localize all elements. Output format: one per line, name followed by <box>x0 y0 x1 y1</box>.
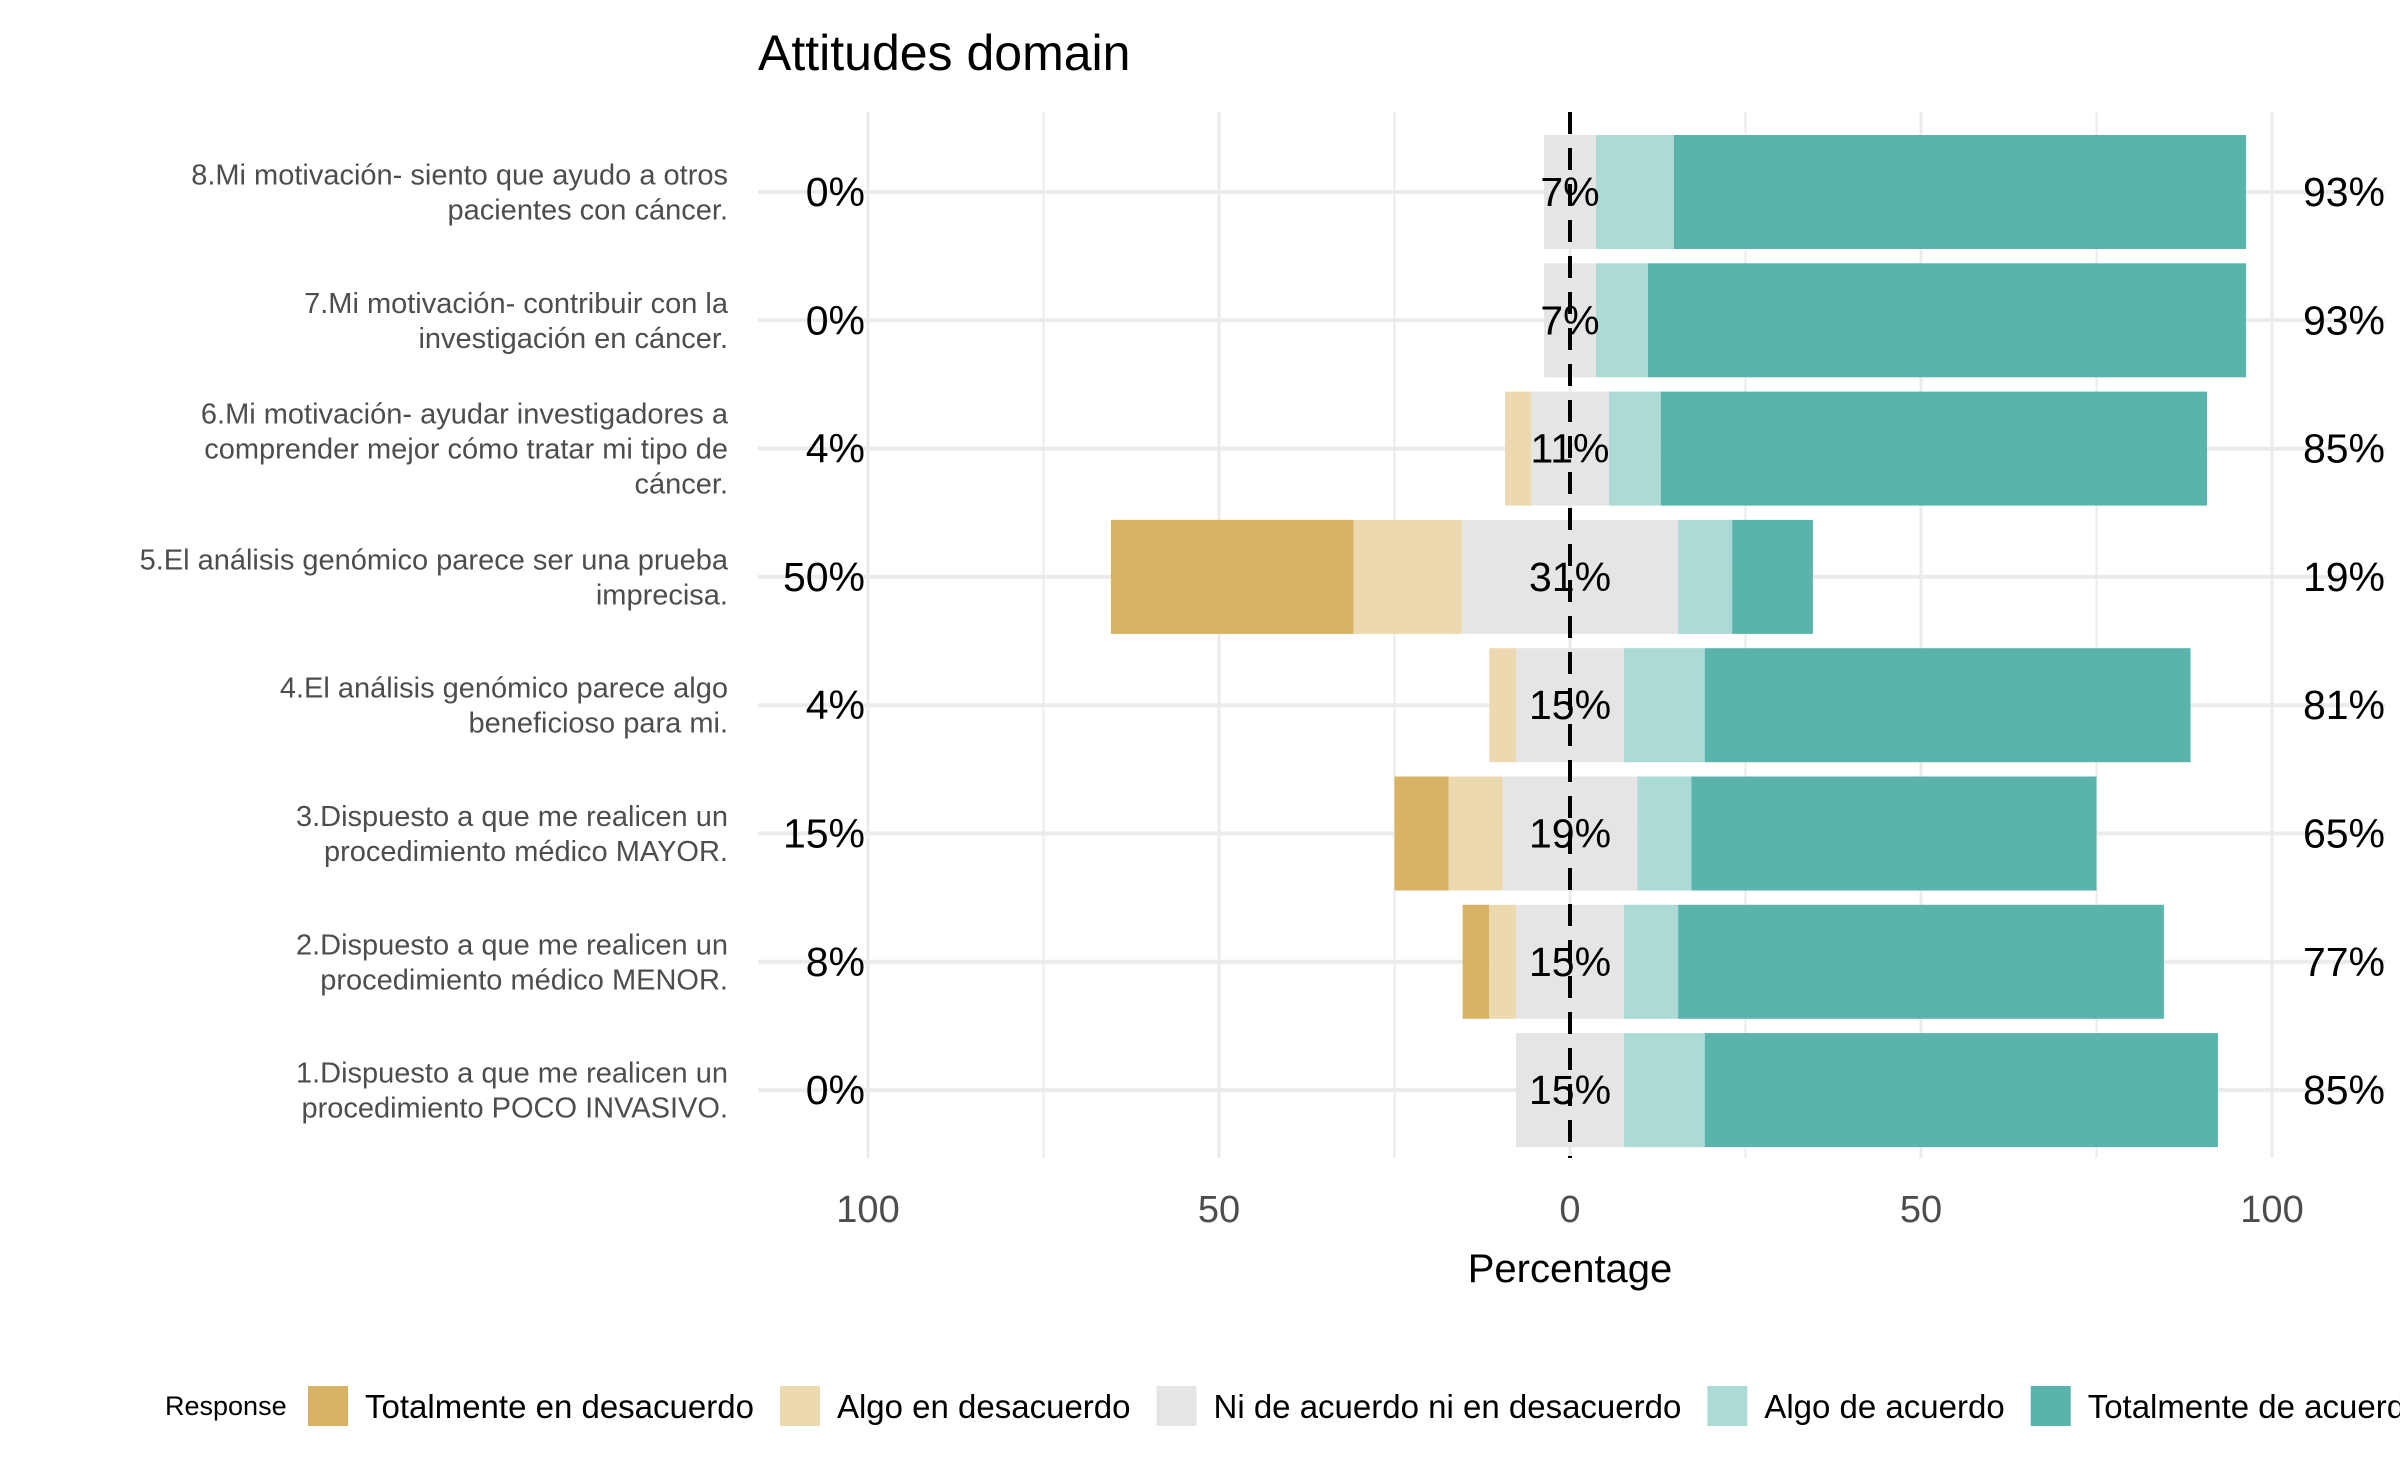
bar-segment-3-5 <box>1660 391 2208 506</box>
category-label-line: 7.Mi motivación- contribuir con la <box>304 288 729 320</box>
bar-segment-2-4 <box>1595 263 1648 378</box>
category-label-line: pacientes con cáncer. <box>447 195 728 227</box>
category-label: 2.Dispuesto a que me realicen un procedim… <box>296 929 728 996</box>
left-percent-label: 0% <box>806 1067 865 1113</box>
left-percent-label: 8% <box>806 939 865 985</box>
legend-title: Response <box>165 1391 287 1421</box>
category-label-line: 4.El análisis genómico parece algo <box>280 673 728 705</box>
category-label-line: procedimiento médico MENOR. <box>320 964 728 996</box>
bar-segment-1-5 <box>1673 135 2247 249</box>
legend-label: Algo de acuerdo <box>1764 1388 2004 1425</box>
category-label: 8.Mi motivación- siento que ayudo a otro… <box>191 160 728 227</box>
right-percent-label: 77% <box>2303 939 2385 985</box>
left-percent-label: 4% <box>806 426 865 472</box>
category-label-line: procedimiento POCO INVASIVO. <box>301 1093 728 1125</box>
bar-segment-6-2 <box>1448 776 1503 891</box>
bar-segment-4-5 <box>1732 519 1813 634</box>
center-percent-label: 15% <box>1529 939 1611 985</box>
left-percent-label: 50% <box>783 554 865 600</box>
center-percent-label: 15% <box>1529 682 1611 728</box>
center-percent-label: 19% <box>1529 811 1611 857</box>
bar-segment-4-2 <box>1353 519 1462 634</box>
legend-swatch <box>1707 1386 1748 1426</box>
legend-swatch <box>2030 1386 2071 1426</box>
bar-segment-5-4 <box>1624 648 1705 763</box>
category-label-line: 5.El análisis genómico parece ser una pr… <box>140 544 729 576</box>
category-label-line: 1.Dispuesto a que me realicen un <box>296 1058 728 1090</box>
legend-label: Totalmente de acuerdo <box>2088 1388 2400 1425</box>
right-percent-label: 19% <box>2303 554 2385 600</box>
category-label-line: investigación en cáncer. <box>418 323 728 355</box>
bar-segment-3-4 <box>1608 391 1661 506</box>
right-percent-label: 93% <box>2303 297 2385 343</box>
center-percent-label: 15% <box>1529 1067 1611 1113</box>
percent-labels: 0% 7% 93% 0% 7% 93% 4% 11% 85% 50% 31% 19% 4% 15% 81% 1… <box>783 169 2385 1113</box>
bar-segment-8-4 <box>1624 1033 1705 1148</box>
x-tick-label: 50 <box>1198 1189 1240 1231</box>
category-label-line: 2.Dispuesto a que me realicen un <box>296 929 728 961</box>
bar-segment-8-5 <box>1704 1033 2218 1148</box>
legend-label: Ni de acuerdo ni en desacuerdo <box>1214 1388 1682 1425</box>
bar-segment-7-5 <box>1678 904 2164 1019</box>
x-tick-label: 100 <box>2240 1189 2303 1231</box>
bar-segment-4-4 <box>1678 519 1733 634</box>
legend-swatch <box>779 1386 820 1426</box>
x-tick-label: 0 <box>1559 1189 1580 1231</box>
bar-segment-7-4 <box>1624 904 1679 1019</box>
category-label-line: 3.Dispuesto a que me realicen un <box>296 801 728 833</box>
category-label-line: imprecisa. <box>596 579 728 611</box>
category-label: 3.Dispuesto a que me realicen un procedim… <box>296 801 728 868</box>
category-label-line: 8.Mi motivación- siento que ayudo a otro… <box>191 160 728 192</box>
bar-segment-4-1 <box>1110 519 1354 634</box>
legend: Response Totalmente en desacuerdo Algo en … <box>165 1386 2400 1426</box>
x-tick-label: 100 <box>836 1189 899 1231</box>
bar-segment-2-5 <box>1647 263 2247 378</box>
legend-swatch <box>308 1386 348 1426</box>
bar-segment-6-5 <box>1691 776 2097 891</box>
right-percent-label: 85% <box>2303 1067 2385 1113</box>
legend-swatch <box>1156 1386 1197 1426</box>
category-label-line: cáncer. <box>635 469 729 501</box>
x-axis-title: Percentage <box>1468 1247 1673 1291</box>
left-percent-label: 0% <box>806 297 865 343</box>
category-label: 5.El análisis genómico parece ser una pr… <box>140 544 729 611</box>
right-percent-label: 81% <box>2303 682 2385 728</box>
bar-segment-7-2 <box>1489 904 1516 1019</box>
category-label: 1.Dispuesto a que me realicen un procedim… <box>296 1058 728 1125</box>
category-label: 4.El análisis genómico parece algo benefi… <box>280 673 728 740</box>
chart-title: Attitudes domain <box>758 25 1130 81</box>
bar-segment-6-4 <box>1637 776 1692 891</box>
right-percent-label: 93% <box>2303 169 2385 215</box>
right-percent-label: 65% <box>2303 811 2385 857</box>
bar-segment-4-3 <box>1461 519 1679 634</box>
center-percent-label: 11% <box>1530 426 1609 472</box>
bar-segment-7-1 <box>1462 904 1490 1019</box>
right-percent-label: 85% <box>2303 426 2385 472</box>
category-label: 7.Mi motivación- contribuir con la invest… <box>304 288 729 355</box>
bar-segment-3-2 <box>1505 391 1532 506</box>
x-tick-label: 50 <box>1900 1189 1942 1231</box>
bar-segment-6-1 <box>1394 776 1449 891</box>
bar-segment-1-4 <box>1595 135 1674 249</box>
bar-segment-5-5 <box>1704 648 2191 763</box>
category-label: 6.Mi motivación- ayudar investigadores a… <box>201 399 729 501</box>
left-percent-label: 15% <box>783 811 865 857</box>
center-percent-label: 7% <box>1540 169 1599 215</box>
center-percent-label: 31% <box>1529 554 1611 600</box>
category-label-line: comprender mejor cómo tratar mi tipo de <box>204 434 728 466</box>
center-percent-label: 7% <box>1540 297 1599 343</box>
legend-label: Totalmente en desacuerdo <box>365 1388 754 1425</box>
category-label-line: procedimiento médico MAYOR. <box>324 836 728 868</box>
category-label-line: beneficioso para mi. <box>468 708 728 740</box>
left-percent-label: 4% <box>806 682 865 728</box>
left-percent-label: 0% <box>806 169 865 215</box>
bars <box>1110 135 2247 1148</box>
y-axis-labels: 8.Mi motivación- siento que ayudo a otro… <box>140 160 729 1125</box>
x-axis-ticks: 100 50 0 50 100 <box>836 1189 2303 1231</box>
bar-segment-2-3 <box>1544 263 1596 378</box>
legend-label: Algo en desacuerdo <box>837 1388 1131 1425</box>
category-label-line: 6.Mi motivación- ayudar investigadores a <box>201 399 729 431</box>
bar-segment-5-2 <box>1489 648 1516 763</box>
